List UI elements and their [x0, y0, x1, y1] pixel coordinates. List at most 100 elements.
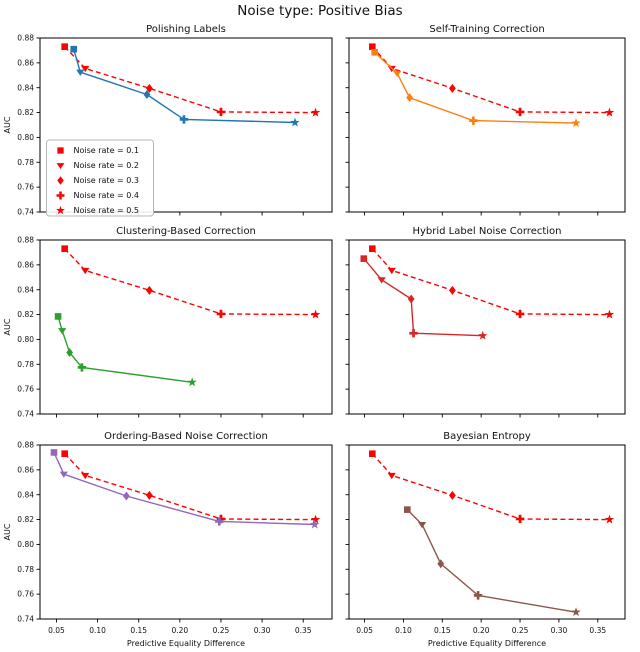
x-axis-label: Predictive Equality Difference [127, 639, 245, 648]
x-tick-label: 0.20 [171, 626, 188, 635]
x-axis-label: Predictive Equality Difference [428, 639, 546, 648]
bayesian-entropy-dashed-marker-plus [515, 514, 525, 524]
subplot-self-training-correction: Self-Training Correction [345, 24, 626, 216]
legend-label: Noise rate = 0.1 [74, 146, 140, 155]
y-tick-label: 0.86 [17, 58, 34, 67]
ordering-based-noise-correction-dashed-marker-star [310, 514, 321, 524]
polishing-labels-dashed-marker-plus [216, 107, 226, 117]
polishing-labels-solid-marker-diamond [143, 90, 151, 100]
polishing-labels-solid-marker-triangle-down [76, 69, 85, 76]
x-tick-label: 0.10 [89, 626, 106, 635]
self-training-correction-solid-marker-triangle-down [393, 70, 402, 78]
bayesian-entropy-solid-marker-diamond [437, 559, 445, 569]
y-tick-label: 0.84 [17, 83, 34, 92]
ordering-based-noise-correction-solid-marker-plus [215, 517, 224, 526]
legend-label: Noise rate = 0.4 [74, 191, 140, 200]
y-tick-label: 0.78 [17, 158, 34, 167]
x-tick-label: 0.30 [551, 626, 568, 635]
x-tick-label: 0.35 [295, 626, 312, 635]
legend-marker-square [57, 147, 64, 154]
ordering-based-noise-correction-solid-marker-star [310, 519, 320, 529]
polishing-labels-dashed-marker-square [61, 43, 68, 50]
clustering-based-correction-dashed-marker-diamond [145, 285, 153, 295]
y-tick-label: 0.82 [17, 108, 34, 117]
axes-frame [39, 239, 333, 415]
legend-box [46, 139, 154, 217]
x-tick-label: 0.05 [48, 626, 65, 635]
polishing-labels-dashed-marker-diamond [145, 83, 153, 93]
polishing-labels-solid-marker-star [290, 117, 300, 127]
clustering-based-correction-solid-marker-plus [77, 363, 87, 372]
y-tick-label: 0.88 [17, 441, 34, 450]
subplot-bayesian-entropy: Bayesian Entropy 0.05 0.10 0.15 0.20 0.25 0.30… [345, 431, 626, 648]
y-tick-label: 0.86 [17, 260, 34, 269]
x-tick-label: 0.30 [254, 626, 271, 635]
x-tick-label: 0.35 [589, 626, 606, 635]
x-tick-label: 0.20 [473, 626, 490, 635]
hybrid-label-noise-correction-solid-marker-square [360, 255, 368, 262]
ordering-based-noise-correction-solid-marker-diamond [122, 491, 130, 501]
y-tick-label: 0.80 [17, 335, 34, 344]
axes-frame [348, 37, 626, 213]
y-tick-label: 0.84 [17, 490, 34, 499]
bayesian-entropy-solid-marker-star [571, 607, 581, 617]
self-training-correction-dashed-marker-diamond [449, 83, 456, 93]
legend-marker-diamond [57, 176, 64, 185]
clustering-based-correction-dashed-marker-square [61, 245, 68, 252]
subplot-title: Self-Training Correction [429, 24, 544, 35]
clustering-based-correction-solid-marker-diamond [66, 347, 74, 357]
clustering-based-correction-solid-marker-star [187, 377, 197, 387]
bayesian-entropy-dashed-marker-diamond [449, 490, 456, 500]
self-training-correction-dashed-marker-star [604, 107, 615, 117]
x-tick-label: 0.25 [512, 626, 529, 635]
subplot-hybrid-label-noise-correction: Hybrid Label Noise Correction [345, 226, 626, 418]
axes-frame [348, 239, 626, 415]
legend: Noise rate = 0.1 Noise rate = 0.2 Noise ra… [46, 139, 154, 217]
clustering-based-correction-dashed-marker-plus [216, 309, 226, 319]
legend-label: Noise rate = 0.3 [74, 176, 140, 185]
y-tick-label: 0.80 [17, 540, 34, 549]
bayesian-entropy-dashed-marker-star [604, 514, 615, 524]
ordering-based-noise-correction-dashed-marker-square [61, 450, 68, 457]
clustering-based-correction-dashed-line [64, 248, 316, 316]
ordering-based-noise-correction-dashed-marker-plus [216, 514, 226, 524]
clustering-based-correction-dashed-marker-star [310, 309, 321, 319]
y-tick-label: 0.82 [17, 515, 34, 524]
bayesian-entropy-solid-marker-square [404, 506, 411, 513]
self-training-correction-solid-marker-diamond [406, 93, 414, 103]
y-tick-label: 0.88 [17, 34, 34, 43]
y-axis-label: AUC [3, 318, 12, 335]
hybrid-label-noise-correction-solid-marker-star [478, 330, 488, 340]
subplot-clustering-based-correction: Clustering-Based Correction 0.74 0.76 0.78 0… [3, 226, 333, 419]
y-axis-label: AUC [3, 116, 12, 133]
x-tick-label: 0.25 [213, 626, 230, 635]
subplot-title: Hybrid Label Noise Correction [412, 226, 561, 237]
clustering-based-correction-solid-marker-square [54, 313, 62, 320]
polishing-labels-dashed-line [64, 46, 316, 114]
x-tick-label: 0.05 [356, 626, 373, 635]
self-training-correction-solid-marker-star [571, 118, 581, 128]
x-tick-label: 0.15 [434, 626, 451, 635]
polishing-labels-solid-marker-square [70, 45, 78, 53]
y-tick-label: 0.76 [17, 590, 34, 599]
ordering-based-noise-correction-solid-marker-square [50, 449, 58, 456]
ordering-based-noise-correction-dashed-marker-diamond [145, 490, 153, 500]
self-training-correction-solid-marker-square [371, 48, 378, 56]
hybrid-label-noise-correction-dashed-marker-star [604, 309, 615, 319]
y-tick-label: 0.74 [17, 410, 34, 419]
clustering-based-correction-solid-marker-triangle-down [58, 328, 67, 335]
polishing-labels-dashed-marker-triangle-down [81, 65, 90, 73]
bayesian-entropy-dashed-marker-triangle-down [387, 472, 396, 480]
y-tick-label: 0.78 [17, 360, 34, 369]
bayesian-entropy-solid-marker-plus [473, 591, 483, 600]
hybrid-label-noise-correction-solid-marker-triangle-down [377, 277, 386, 284]
y-tick-label: 0.88 [17, 236, 34, 245]
legend-marker-plus [56, 191, 65, 200]
subplot-title: Bayesian Entropy [443, 431, 531, 442]
self-training-correction-dashed-marker-plus [515, 107, 525, 117]
y-tick-label: 0.84 [17, 285, 34, 294]
y-tick-label: 0.86 [17, 465, 34, 474]
hybrid-label-noise-correction-dashed-marker-diamond [449, 285, 456, 295]
polishing-labels-dashed-marker-star [310, 107, 321, 117]
y-tick-label: 0.76 [17, 183, 34, 192]
